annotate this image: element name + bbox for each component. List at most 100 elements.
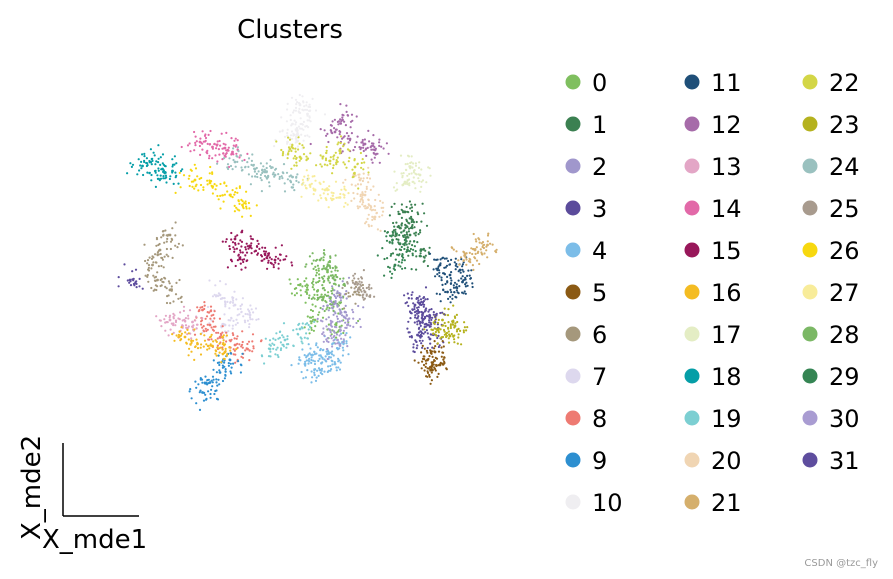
point-dot: [285, 346, 288, 349]
point-dot: [332, 313, 335, 316]
point-dot: [417, 233, 420, 236]
point-dot: [415, 220, 418, 224]
point-dot: [259, 162, 262, 165]
point-dot: [193, 358, 196, 361]
point-dot: [442, 288, 445, 291]
point-dot: [299, 289, 302, 292]
point-dot: [452, 284, 455, 287]
point-dot: [244, 202, 247, 205]
point-dot: [230, 231, 233, 235]
point-dot: [156, 253, 159, 256]
point-dot: [332, 158, 335, 161]
point-dot: [366, 217, 369, 220]
point-dot: [215, 389, 218, 392]
point-dot: [289, 143, 292, 146]
point-dot: [227, 330, 230, 333]
point-dot: [347, 134, 350, 138]
point-dot: [433, 350, 436, 353]
point-dot: [442, 272, 445, 275]
point-dot: [423, 369, 426, 372]
point-dot: [301, 322, 304, 325]
point-dot: [249, 183, 252, 186]
legend-marker-7: [565, 368, 581, 384]
point-dot: [391, 230, 394, 233]
point-dot: [308, 357, 311, 360]
point-dot: [239, 256, 242, 259]
point-dot: [160, 168, 163, 171]
point-dot: [334, 128, 338, 131]
point-dot: [304, 134, 307, 137]
point-dot: [320, 369, 323, 372]
point-dot: [297, 362, 300, 365]
point-dot: [357, 288, 360, 291]
point-dot: [297, 333, 300, 336]
point-dot: [203, 304, 206, 307]
point-dot: [335, 163, 338, 166]
point-dot: [310, 182, 313, 185]
point-dot: [320, 293, 323, 296]
point-dot: [203, 391, 206, 394]
point-dot: [468, 274, 471, 277]
point-dot: [327, 206, 330, 209]
point-dot: [483, 243, 486, 246]
point-dot: [322, 155, 325, 158]
point-dot: [413, 311, 417, 314]
point-dot: [221, 353, 224, 356]
point-dot: [269, 261, 272, 264]
point-dot: [449, 295, 452, 298]
point-dot: [301, 108, 304, 111]
point-dot: [419, 249, 422, 252]
point-dot: [327, 327, 330, 330]
point-dot: [150, 257, 154, 260]
point-dot: [234, 243, 237, 246]
point-dot: [242, 207, 245, 210]
point-dot: [283, 135, 287, 138]
point-dot: [345, 110, 348, 113]
point-dot: [335, 196, 338, 199]
point-dot: [235, 187, 238, 190]
point-dot: [411, 308, 414, 311]
point-dot: [327, 340, 330, 344]
point-dot: [276, 354, 279, 357]
point-dot: [431, 316, 434, 319]
point-dot: [206, 305, 210, 309]
point-dot: [150, 173, 153, 177]
point-dot: [453, 334, 456, 337]
point-dot: [129, 162, 132, 165]
point-dot: [426, 298, 429, 301]
point-dot: [179, 296, 182, 300]
point-dot: [385, 235, 388, 238]
point-dot: [235, 337, 238, 340]
point-dot: [400, 261, 403, 264]
point-dot: [362, 269, 365, 272]
point-dot: [339, 326, 342, 329]
series-13: [155, 305, 204, 340]
point-dot: [171, 227, 174, 230]
point-dot: [357, 277, 360, 280]
point-dot: [465, 263, 468, 266]
point-dot: [334, 254, 337, 257]
point-dot: [272, 266, 275, 269]
point-dot: [282, 336, 285, 339]
point-dot: [281, 177, 284, 180]
point-dot: [321, 284, 324, 287]
point-dot: [332, 164, 335, 167]
point-dot: [317, 269, 320, 272]
point-dot: [447, 308, 450, 311]
point-dot: [232, 362, 235, 365]
point-dot: [312, 280, 315, 283]
point-dot: [308, 103, 311, 106]
point-dot: [424, 359, 427, 362]
point-dot: [138, 169, 141, 172]
point-dot: [164, 171, 167, 174]
point-dot: [168, 316, 171, 319]
point-dot: [355, 321, 358, 325]
point-dot: [326, 164, 329, 167]
point-dot: [318, 273, 321, 276]
point-dot: [279, 341, 282, 344]
point-dot: [153, 154, 156, 157]
point-dot: [192, 324, 195, 327]
point-dot: [242, 315, 245, 318]
point-dot: [195, 140, 198, 143]
point-dot: [344, 304, 347, 307]
